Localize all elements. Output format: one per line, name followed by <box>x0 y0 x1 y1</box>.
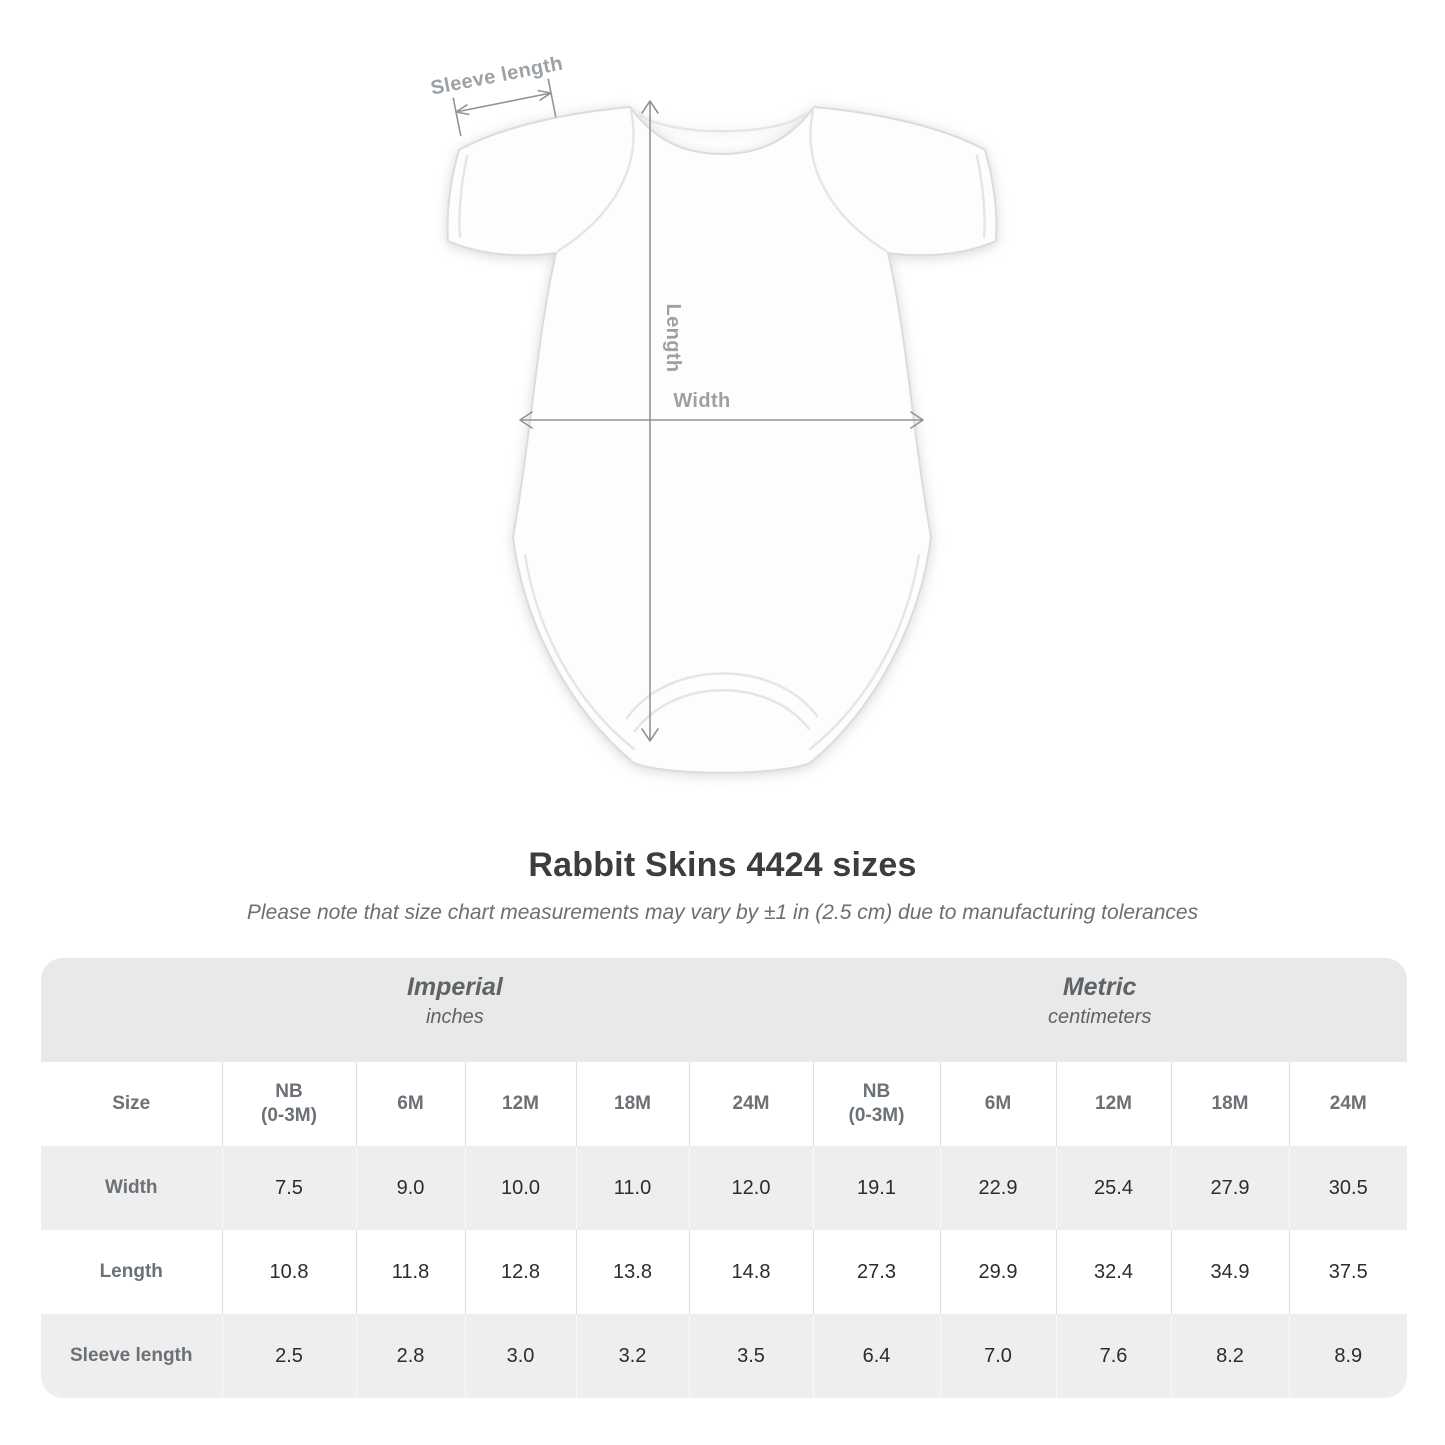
table-cell: 10.8 <box>221 1230 356 1314</box>
column-header-row: Size NB (0-3M) 6M 12M 18M 24M NB (0-3M) 6M… <box>41 1062 1407 1146</box>
table-cell: 34.9 <box>1170 1230 1289 1314</box>
page-title: Rabbit Skins 4424 sizes <box>528 846 917 884</box>
table-cell: 25.4 <box>1055 1146 1171 1230</box>
table-cell: 7.6 <box>1055 1314 1171 1398</box>
table-cell: 6.4 <box>812 1314 940 1398</box>
imperial-unit: inches <box>425 1006 484 1028</box>
bodysuit-svg: Sleeve length Length Width <box>429 55 998 774</box>
metric-unit: centimeters <box>1047 1006 1152 1028</box>
row-label: Width <box>41 1146 222 1230</box>
table-cell: 2.5 <box>221 1314 356 1398</box>
table-cell: 37.5 <box>1288 1230 1407 1314</box>
table-cell: 8.2 <box>1170 1314 1289 1398</box>
table-cell: 27.3 <box>812 1230 940 1314</box>
imperial-group-header: Imperial inches <box>407 971 503 1031</box>
length-label: Length <box>662 303 684 372</box>
col-header: NB (0-3M) <box>812 1062 940 1146</box>
row-label: Length <box>41 1230 222 1314</box>
table-cell: 22.9 <box>939 1146 1056 1230</box>
imperial-label: Imperial <box>406 973 503 1001</box>
length-arrow <box>641 100 659 742</box>
table-cell: 32.4 <box>1055 1230 1171 1314</box>
row-label: Sleeve length <box>41 1314 222 1398</box>
table-cell: 27.9 <box>1170 1146 1289 1230</box>
table-cell: 3.2 <box>575 1314 689 1398</box>
metric-group-header: Metric centimeters <box>1048 971 1151 1031</box>
metric-label: Metric <box>1062 973 1137 1001</box>
right-envelope-flap-seam <box>809 109 888 253</box>
sleeve-length-arrow <box>452 78 557 137</box>
table-cell: 10.0 <box>464 1146 576 1230</box>
table-cell: 30.5 <box>1288 1146 1407 1230</box>
table-cell: 14.8 <box>688 1230 813 1314</box>
size-column-header: Size <box>41 1062 222 1146</box>
col-header: 18M <box>1170 1062 1289 1146</box>
sleeve-length-label: Sleeve length <box>429 55 565 100</box>
left-leg-binding-seam <box>523 553 636 751</box>
left-sleeve-hem-seam <box>458 154 469 239</box>
page-subtitle: Please note that size chart measurements… <box>246 901 1199 924</box>
col-header: 6M <box>355 1062 465 1146</box>
bodysuit-silhouette <box>446 105 998 774</box>
table-row-sleeve-length: Sleeve length 2.5 2.8 3.0 3.2 3.5 6.4 7.… <box>41 1314 1407 1398</box>
bodysuit-graphic <box>446 105 998 774</box>
table-row-width: Width 7.5 9.0 10.0 11.0 12.0 19.1 22.9 2… <box>41 1146 1407 1230</box>
table-cell: 12.8 <box>464 1230 576 1314</box>
table-cell: 3.0 <box>464 1314 576 1398</box>
width-arrow <box>519 411 924 429</box>
table-row-length: Length 10.8 11.8 12.8 13.8 14.8 27.3 29.… <box>41 1230 1407 1314</box>
table-cell: 19.1 <box>812 1146 940 1230</box>
col-header: 12M <box>464 1062 576 1146</box>
col-header: 18M <box>575 1062 689 1146</box>
crotch-flap-binding-seam <box>633 689 811 733</box>
table-cell: 11.8 <box>355 1230 465 1314</box>
table-cell: 11.0 <box>575 1146 689 1230</box>
table-cell: 7.5 <box>221 1146 356 1230</box>
crotch-flap-seam <box>625 672 819 720</box>
col-header: NB (0-3M) <box>221 1062 356 1146</box>
table-cell: 13.8 <box>575 1230 689 1314</box>
size-table: Size NB (0-3M) 6M 12M 18M 24M NB (0-3M) 6M… <box>41 1062 1407 1398</box>
size-chart: Imperial inches Metric centimeters Size … <box>41 958 1407 1398</box>
table-cell: 12.0 <box>688 1146 813 1230</box>
bodysuit-measurement-diagram: Sleeve length Length Width <box>380 55 1060 820</box>
neck-binding-seam <box>637 112 807 133</box>
table-cell: 29.9 <box>939 1230 1056 1314</box>
left-envelope-flap-seam <box>556 109 635 253</box>
table-cell: 8.9 <box>1288 1314 1407 1398</box>
col-header: 24M <box>688 1062 813 1146</box>
table-cell: 2.8 <box>355 1314 465 1398</box>
col-header: 12M <box>1055 1062 1171 1146</box>
table-cell: 7.0 <box>939 1314 1056 1398</box>
col-header: 24M <box>1288 1062 1407 1146</box>
col-header: 6M <box>939 1062 1056 1146</box>
right-sleeve-hem-seam <box>975 154 986 239</box>
table-cell: 3.5 <box>688 1314 813 1398</box>
width-label: Width <box>673 390 730 412</box>
units-band: Imperial inches Metric centimeters <box>41 958 1407 1062</box>
table-cell: 9.0 <box>355 1146 465 1230</box>
right-leg-binding-seam <box>808 553 921 751</box>
